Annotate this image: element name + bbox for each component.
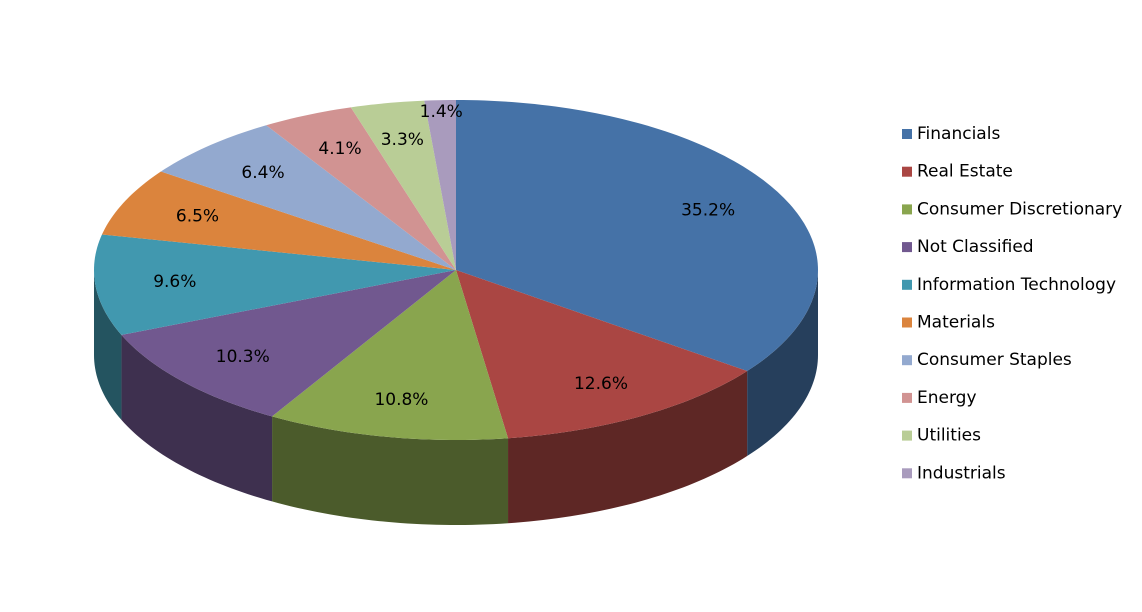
pie-slice <box>350 100 456 270</box>
legend-label: Not Classified <box>917 237 1034 257</box>
data-label: 1.4% <box>420 102 463 122</box>
pie-slice <box>456 270 748 439</box>
legend-swatch <box>902 355 912 366</box>
legend-swatch <box>902 204 912 215</box>
legend-label: Information Technology <box>917 275 1116 295</box>
data-label: 10.8% <box>374 390 428 410</box>
legend-label: Materials <box>917 313 995 333</box>
data-label: 10.3% <box>216 347 270 367</box>
legend-swatch <box>902 166 912 177</box>
legend-swatch <box>902 317 912 328</box>
pie-slice <box>101 171 457 270</box>
data-label: 12.6% <box>574 374 628 394</box>
data-label: 6.5% <box>176 207 219 227</box>
legend-label: Utilities <box>917 426 981 446</box>
pie-side <box>94 270 122 420</box>
pie-slice <box>94 234 457 335</box>
data-label: 6.4% <box>241 163 284 183</box>
pie-slice <box>266 107 456 270</box>
data-label: 3.3% <box>381 130 424 150</box>
legend-swatch <box>902 129 912 139</box>
pie-slice <box>424 100 456 270</box>
pie-side <box>508 371 748 524</box>
legend-label: Consumer Staples <box>917 350 1072 370</box>
legend-swatch <box>902 468 912 479</box>
pie-slice <box>121 270 456 417</box>
legend-label: Energy <box>917 388 977 408</box>
pie-slice <box>160 125 457 271</box>
data-label: 9.6% <box>153 272 196 292</box>
data-label: 35.2% <box>681 200 735 220</box>
pie-slice <box>456 100 818 372</box>
data-label: 4.1% <box>318 139 361 159</box>
pie-side <box>272 416 509 525</box>
legend-swatch <box>902 392 912 403</box>
legend-label: Financials <box>917 124 1000 144</box>
legend-label: Real Estate <box>917 162 1013 182</box>
legend-swatch <box>902 242 912 253</box>
legend-label: Consumer Discretionary <box>917 199 1122 219</box>
pie-side <box>121 334 273 502</box>
legend-label: Industrials <box>917 463 1006 483</box>
legend-swatch <box>902 279 912 290</box>
pie-slice <box>272 270 509 440</box>
legend-swatch <box>902 430 912 441</box>
pie-side <box>747 270 818 457</box>
